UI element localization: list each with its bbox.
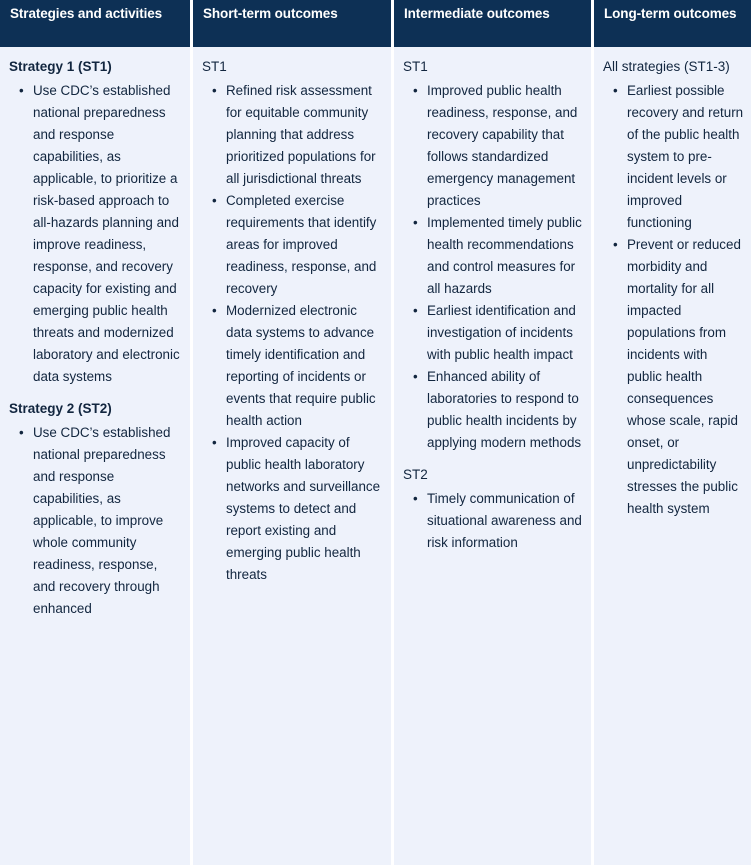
cell-intermediate-outcomes: ST1 • Improved public health readiness, re… [394,47,591,865]
list-item: • Completed exercise requirements that id… [202,190,382,300]
bullet-icon: • [212,303,217,318]
outcome-group-title: Strategy 2 (ST2) [9,401,112,416]
list-item: • Enhanced ability of laboratories to res… [403,366,582,454]
column-header-short-term-outcomes: Short-term outcomes [193,0,391,47]
list-item: • Use CDC’s established national prepared… [9,80,181,388]
list-item-text: Earliest identification and investigatio… [427,303,576,362]
list-item: • Use CDC’s established national prepared… [9,422,181,620]
outcome-group-title: ST1 [403,59,428,74]
cell-long-term-outcomes: All strategies (ST1-3) • Earliest possible… [594,47,751,865]
list-item: • Refined risk assessment for equitable c… [202,80,382,190]
list-item: • Improved public health readiness, respo… [403,80,582,212]
column-divider [591,47,594,865]
bullet-icon: • [413,369,418,384]
outcome-group-title: All strategies (ST1-3) [603,59,730,74]
column-header-strategies-and-activities: Strategies and activities [0,0,190,47]
list-item-text: Earliest possible recovery and return of… [627,83,744,230]
list-item-text: Improved capacity of public health labor… [226,435,381,582]
column-divider [190,0,193,47]
column-divider [190,47,193,865]
outcome-bullet-list: • Timely communication of situational awa… [403,488,582,554]
list-item-text: Refined risk assessment for equitable co… [226,83,376,186]
bullet-icon: • [413,83,418,98]
list-item-text: Improved public health readiness, respon… [427,83,578,208]
list-item-text: Use CDC’s established national preparedn… [33,425,171,616]
bullet-icon: • [613,83,618,98]
list-item: • Earliest possible recovery and return o… [603,80,745,234]
list-item: • Timely communication of situational awa… [403,488,582,554]
list-item-text: Timely communication of situational awar… [427,491,582,550]
outcome-group: ST2 • Timely communication of situational … [403,464,582,554]
bullet-icon: • [212,435,217,450]
outcome-group-title: ST1 [202,59,227,74]
list-item: • Prevent or reduced morbidity and mortal… [603,234,745,520]
column-divider [391,47,394,865]
outcome-group: ST1 • Improved public health readiness, re… [403,56,582,454]
bullet-icon: • [19,83,24,98]
list-item: • Improved capacity of public health labo… [202,432,382,586]
column-divider [391,0,394,47]
bullet-icon: • [413,491,418,506]
list-item: • Modernized electronic data systems to a… [202,300,382,432]
bullet-icon: • [19,425,24,440]
column-header-label: Strategies and activities [10,6,163,21]
outcome-group: ST1 • Refined risk assessment for equitabl… [202,56,382,586]
outcome-bullet-list: • Refined risk assessment for equitable c… [202,80,382,586]
column-header-label: Short-term outcomes [203,6,338,21]
outcome-group: All strategies (ST1-3) • Earliest possible… [603,56,745,520]
list-item-text: Enhanced ability of laboratories to resp… [427,369,582,450]
bullet-icon: • [212,83,217,98]
outcome-group-title: ST2 [403,467,428,482]
table-header-row: Strategies and activities Short-term out… [0,0,751,47]
bullet-icon: • [413,303,418,318]
column-header-label: Long-term outcomes [604,6,737,21]
bullet-icon: • [212,193,217,208]
list-item-text: Use CDC’s established national preparedn… [33,83,180,384]
list-item-text: Prevent or reduced morbidity and mortali… [627,237,741,516]
outcome-group: Strategy 2 (ST2) • Use CDC’s established n… [9,398,181,620]
outcome-group-title: Strategy 1 (ST1) [9,59,112,74]
outcome-group: Strategy 1 (ST1) • Use CDC’s established n… [9,56,181,388]
outcome-bullet-list: • Use CDC’s established national prepared… [9,80,181,388]
table-body-row: Strategy 1 (ST1) • Use CDC’s established n… [0,47,751,865]
bullet-icon: • [613,237,618,252]
column-header-long-term-outcomes: Long-term outcomes [594,0,751,47]
column-header-intermediate-outcomes: Intermediate outcomes [394,0,591,47]
bullet-icon: • [413,215,418,230]
list-item: • Earliest identification and investigati… [403,300,582,366]
outcome-bullet-list: • Use CDC’s established national prepared… [9,422,181,620]
list-item-text: Completed exercise requirements that ide… [226,193,377,296]
list-item-text: Implemented timely public health recomme… [427,215,582,296]
list-item-text: Modernized electronic data systems to ad… [226,303,376,428]
column-divider [591,0,594,47]
list-item: • Implemented timely public health recomm… [403,212,582,300]
column-header-label: Intermediate outcomes [404,6,550,21]
outcome-bullet-list: • Improved public health readiness, respo… [403,80,582,454]
cell-short-term-outcomes: ST1 • Refined risk assessment for equitabl… [193,47,391,865]
cell-strategies-and-activities: Strategy 1 (ST1) • Use CDC’s established n… [0,47,190,865]
outcome-bullet-list: • Earliest possible recovery and return o… [603,80,745,520]
